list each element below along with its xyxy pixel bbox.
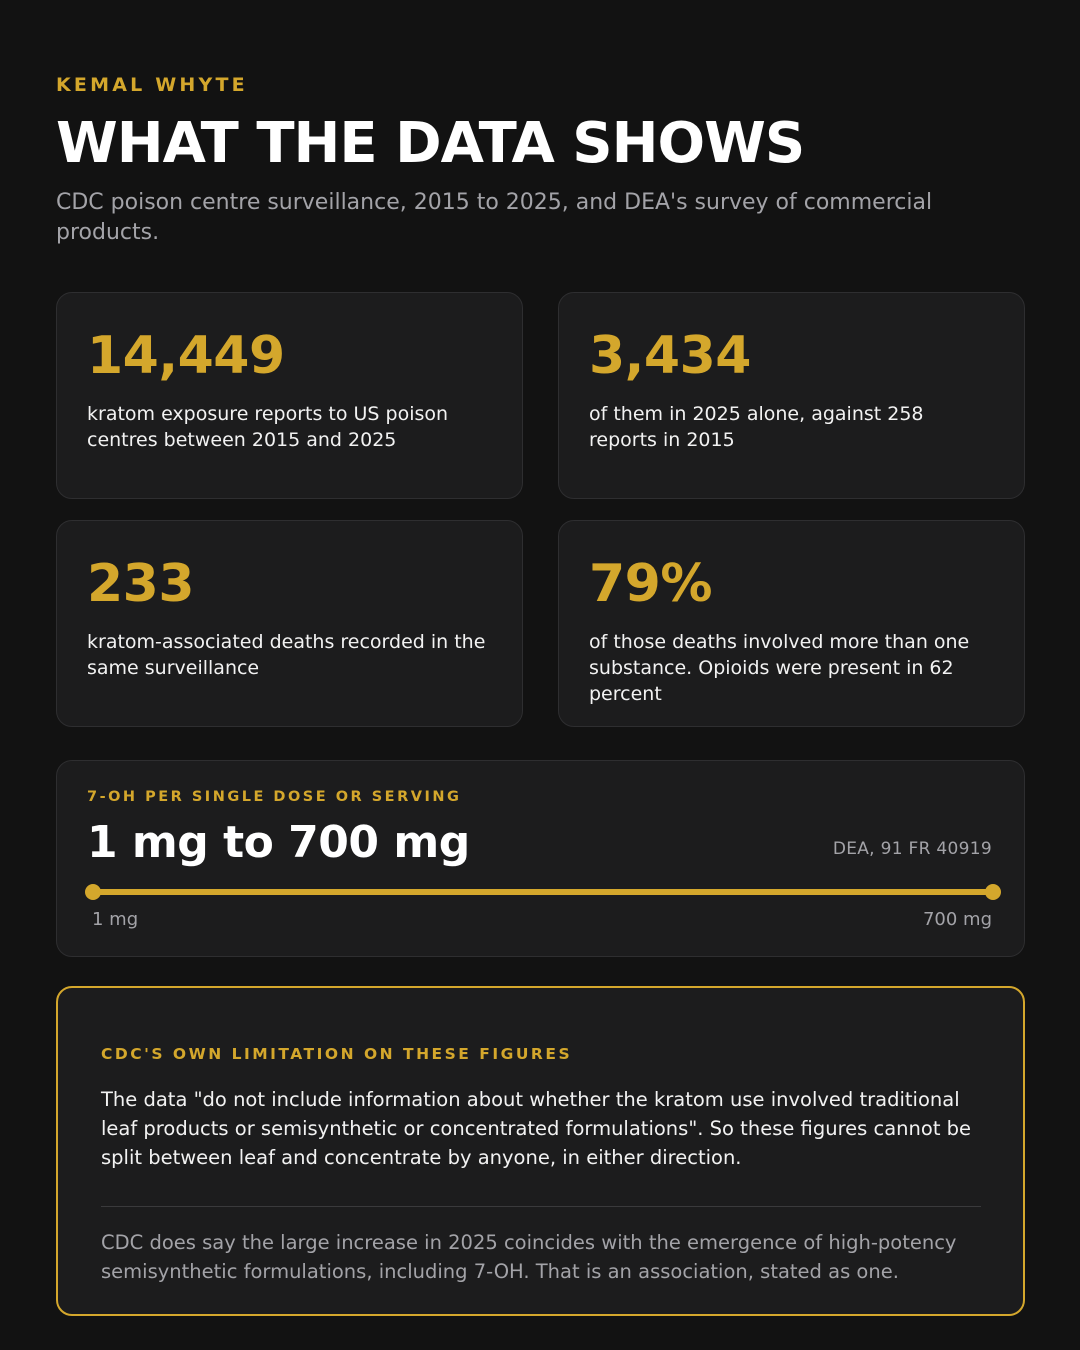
stat-card-exposures: 14,449 kratom exposure reports to US poi…: [56, 292, 523, 499]
page-subtitle: CDC poison centre surveillance, 2015 to …: [56, 190, 933, 245]
stat-description: kratom-associated deaths recorded in the…: [87, 631, 486, 679]
stat-value: 14,449: [87, 326, 285, 386]
limitation-callout: CDC'S OWN LIMITATION ON THESE FIGURES Th…: [56, 986, 1025, 1316]
stat-card-polysubstance: 79% of those deaths involved more than o…: [558, 520, 1025, 727]
range-max-label: 700 mg: [922, 909, 992, 930]
stat-value: 3,434: [589, 326, 751, 386]
stat-value: 79%: [589, 554, 712, 614]
stat-card-2025-reports: 3,434 of them in 2025 alone, against 258…: [558, 292, 1025, 499]
range-min-label: 1 mg: [92, 909, 139, 930]
stat-description: of those deaths involved more than one s…: [589, 631, 970, 705]
page-title: WHAT THE DATA SHOWS: [56, 111, 805, 176]
stat-description: kratom exposure reports to US poison cen…: [87, 403, 449, 451]
dose-range-card: 7-OH PER SINGLE DOSE OR SERVING 1 mg to …: [56, 760, 1025, 957]
callout-footer: CDC does say the large increase in 2025 …: [101, 1231, 957, 1283]
callout-label: CDC'S OWN LIMITATION ON THESE FIGURES: [101, 1045, 573, 1063]
callout-divider: [101, 1206, 981, 1207]
range-value: 1 mg to 700 mg: [87, 817, 470, 868]
stat-card-deaths: 233 kratom-associated deaths recorded in…: [56, 520, 523, 727]
range-label: 7-OH PER SINGLE DOSE OR SERVING: [87, 789, 462, 805]
range-source: DEA, 91 FR 40919: [832, 839, 992, 859]
range-track: [93, 889, 993, 895]
callout-body: The data "do not include information abo…: [101, 1088, 972, 1169]
author-label: KEMAL WHYTE: [56, 74, 248, 96]
range-min-dot: [85, 884, 101, 900]
stat-value: 233: [87, 554, 195, 614]
range-max-dot: [985, 884, 1001, 900]
stat-description: of them in 2025 alone, against 258 repor…: [589, 403, 924, 451]
